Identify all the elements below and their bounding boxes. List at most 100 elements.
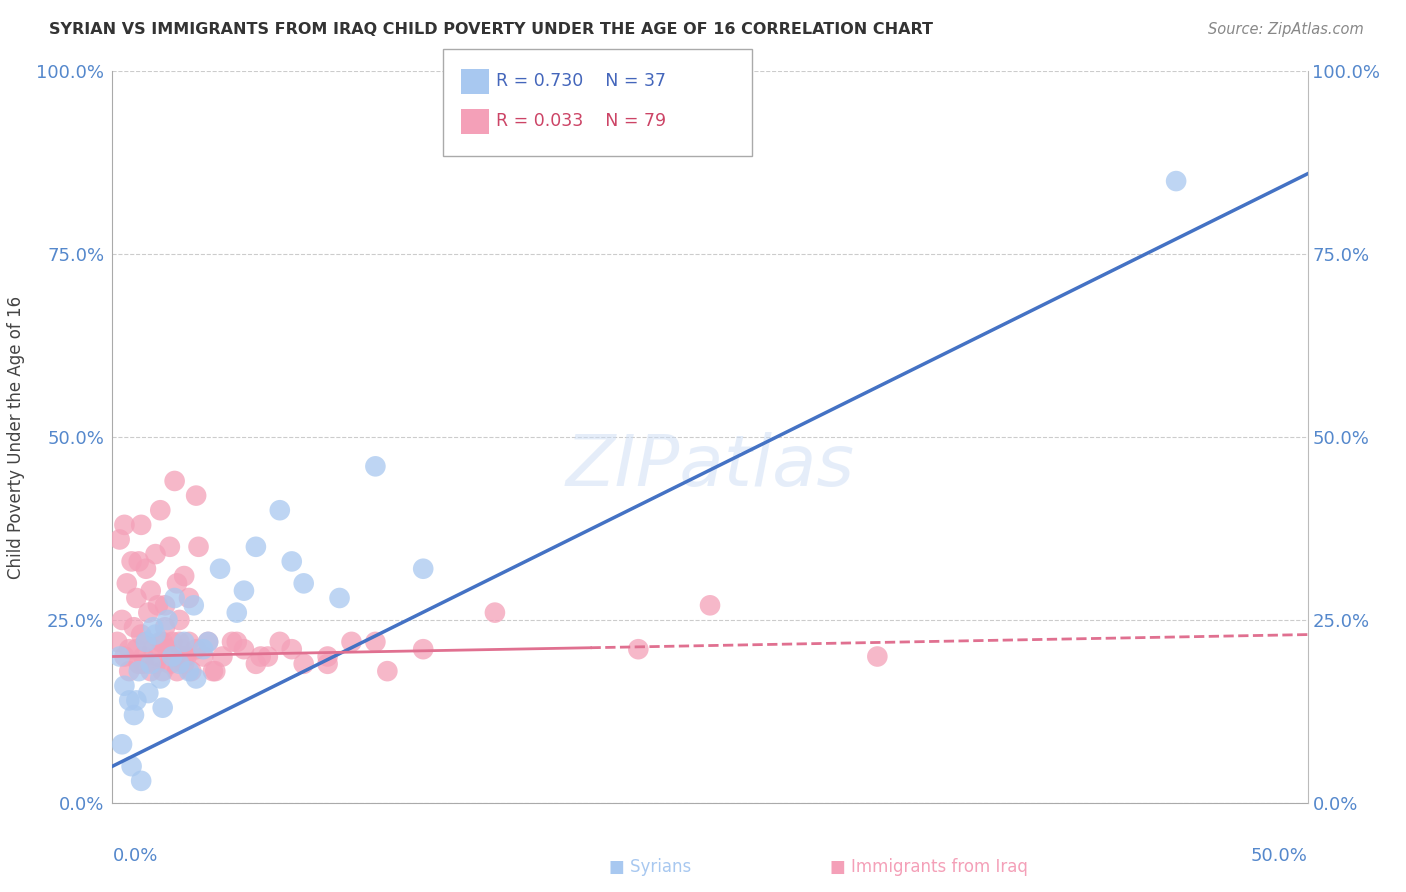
Point — [1166, 174, 1188, 188]
Point — [340, 635, 363, 649]
Point — [152, 635, 174, 649]
Point — [412, 642, 434, 657]
Point — [156, 642, 179, 657]
Point — [129, 627, 152, 641]
Point — [114, 649, 135, 664]
Point — [187, 540, 209, 554]
Point — [128, 664, 150, 678]
Point — [121, 554, 143, 568]
Point — [153, 599, 176, 613]
Text: 0.0%: 0.0% — [112, 847, 157, 864]
Point — [197, 635, 219, 649]
Point — [163, 591, 186, 605]
Point — [221, 635, 243, 649]
Point — [149, 503, 172, 517]
Point — [159, 540, 181, 554]
Point — [186, 489, 208, 503]
Point — [129, 773, 152, 788]
Point — [114, 517, 135, 532]
Point — [170, 642, 193, 657]
Point — [269, 635, 291, 649]
Point — [129, 517, 152, 532]
Point — [108, 533, 131, 547]
Point — [233, 583, 256, 598]
Point — [132, 649, 155, 664]
Point — [128, 657, 150, 671]
Point — [111, 737, 134, 751]
Text: Source: ZipAtlas.com: Source: ZipAtlas.com — [1208, 22, 1364, 37]
Point — [211, 649, 233, 664]
Point — [146, 599, 169, 613]
Point — [329, 591, 352, 605]
Point — [138, 686, 160, 700]
Point — [364, 635, 387, 649]
Point — [146, 649, 169, 664]
Point — [145, 547, 167, 561]
Point — [152, 700, 174, 714]
Point — [193, 649, 215, 664]
Point — [866, 649, 889, 664]
Point — [105, 635, 128, 649]
Point — [166, 664, 188, 678]
Point — [139, 657, 162, 671]
Point — [125, 591, 148, 605]
Point — [135, 635, 157, 649]
Point — [364, 459, 387, 474]
Point — [177, 591, 200, 605]
Point — [149, 672, 172, 686]
Point — [145, 657, 167, 671]
Point — [377, 664, 399, 678]
Point — [153, 620, 176, 634]
Point — [173, 657, 195, 671]
Point — [209, 562, 232, 576]
Point — [149, 635, 172, 649]
Point — [135, 562, 157, 576]
Point — [257, 649, 280, 664]
Point — [245, 540, 267, 554]
Point — [225, 635, 247, 649]
Point — [193, 642, 215, 657]
Point — [201, 664, 224, 678]
Point — [269, 503, 291, 517]
Point — [115, 576, 138, 591]
Point — [166, 576, 188, 591]
Point — [145, 627, 167, 641]
Point — [156, 613, 179, 627]
Point — [162, 635, 183, 649]
Point — [186, 672, 208, 686]
Point — [122, 708, 145, 723]
Point — [128, 554, 150, 568]
Text: ZIPatlas: ZIPatlas — [565, 432, 855, 500]
Point — [233, 642, 256, 657]
Text: SYRIAN VS IMMIGRANTS FROM IRAQ CHILD POVERTY UNDER THE AGE OF 16 CORRELATION CHA: SYRIAN VS IMMIGRANTS FROM IRAQ CHILD POV… — [49, 22, 934, 37]
Point — [125, 693, 148, 707]
Point — [316, 657, 339, 671]
Point — [139, 664, 162, 678]
Point — [281, 642, 304, 657]
Point — [292, 657, 315, 671]
Point — [125, 642, 148, 657]
Point — [138, 606, 160, 620]
Point — [118, 664, 141, 678]
Point — [173, 635, 195, 649]
Point — [152, 664, 174, 678]
Point — [316, 649, 339, 664]
Point — [173, 649, 195, 664]
Point — [186, 642, 208, 657]
Point — [292, 576, 315, 591]
Point — [699, 599, 721, 613]
Point — [163, 474, 186, 488]
Point — [204, 664, 226, 678]
Point — [135, 635, 157, 649]
Point — [249, 649, 271, 664]
Text: R = 0.730    N = 37: R = 0.730 N = 37 — [496, 72, 666, 90]
Point — [121, 759, 143, 773]
Point — [139, 583, 162, 598]
Point — [183, 599, 205, 613]
Point — [180, 664, 202, 678]
Point — [627, 642, 650, 657]
Point — [169, 613, 191, 627]
Point — [173, 569, 195, 583]
Point — [177, 635, 200, 649]
Point — [162, 649, 183, 664]
